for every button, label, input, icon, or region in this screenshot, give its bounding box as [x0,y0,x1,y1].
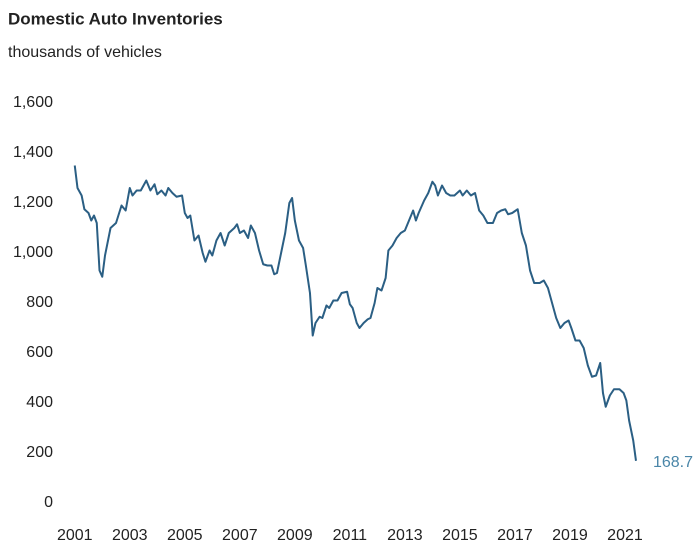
x-tick-label: 2019 [552,527,588,544]
y-tick-label: 1,400 [13,144,53,161]
x-tick-label: 2003 [112,527,148,544]
y-tick-label: 200 [26,444,53,461]
x-tick-label: 2021 [607,527,643,544]
y-tick-label: 1,000 [13,244,53,261]
end-value-label: 168.7 [653,454,693,471]
chart-subtitle: thousands of vehicles [8,44,162,61]
y-tick-label: 0 [44,494,53,511]
x-tick-label: 2009 [277,527,313,544]
y-tick-label: 1,600 [13,94,53,111]
x-tick-label: 2001 [57,527,93,544]
x-tick-label: 2005 [167,527,203,544]
x-tick-label: 2017 [497,527,533,544]
y-tick-label: 600 [26,344,53,361]
x-tick-label: 2015 [442,527,478,544]
x-tick-label: 2013 [387,527,423,544]
y-tick-label: 400 [26,394,53,411]
y-tick-label: 1,200 [13,194,53,211]
x-tick-label: 2011 [333,527,368,544]
y-tick-label: 800 [26,294,53,311]
chart-title: Domestic Auto Inventories [8,9,223,28]
x-tick-label: 2007 [222,527,258,544]
line-series [73,165,637,461]
